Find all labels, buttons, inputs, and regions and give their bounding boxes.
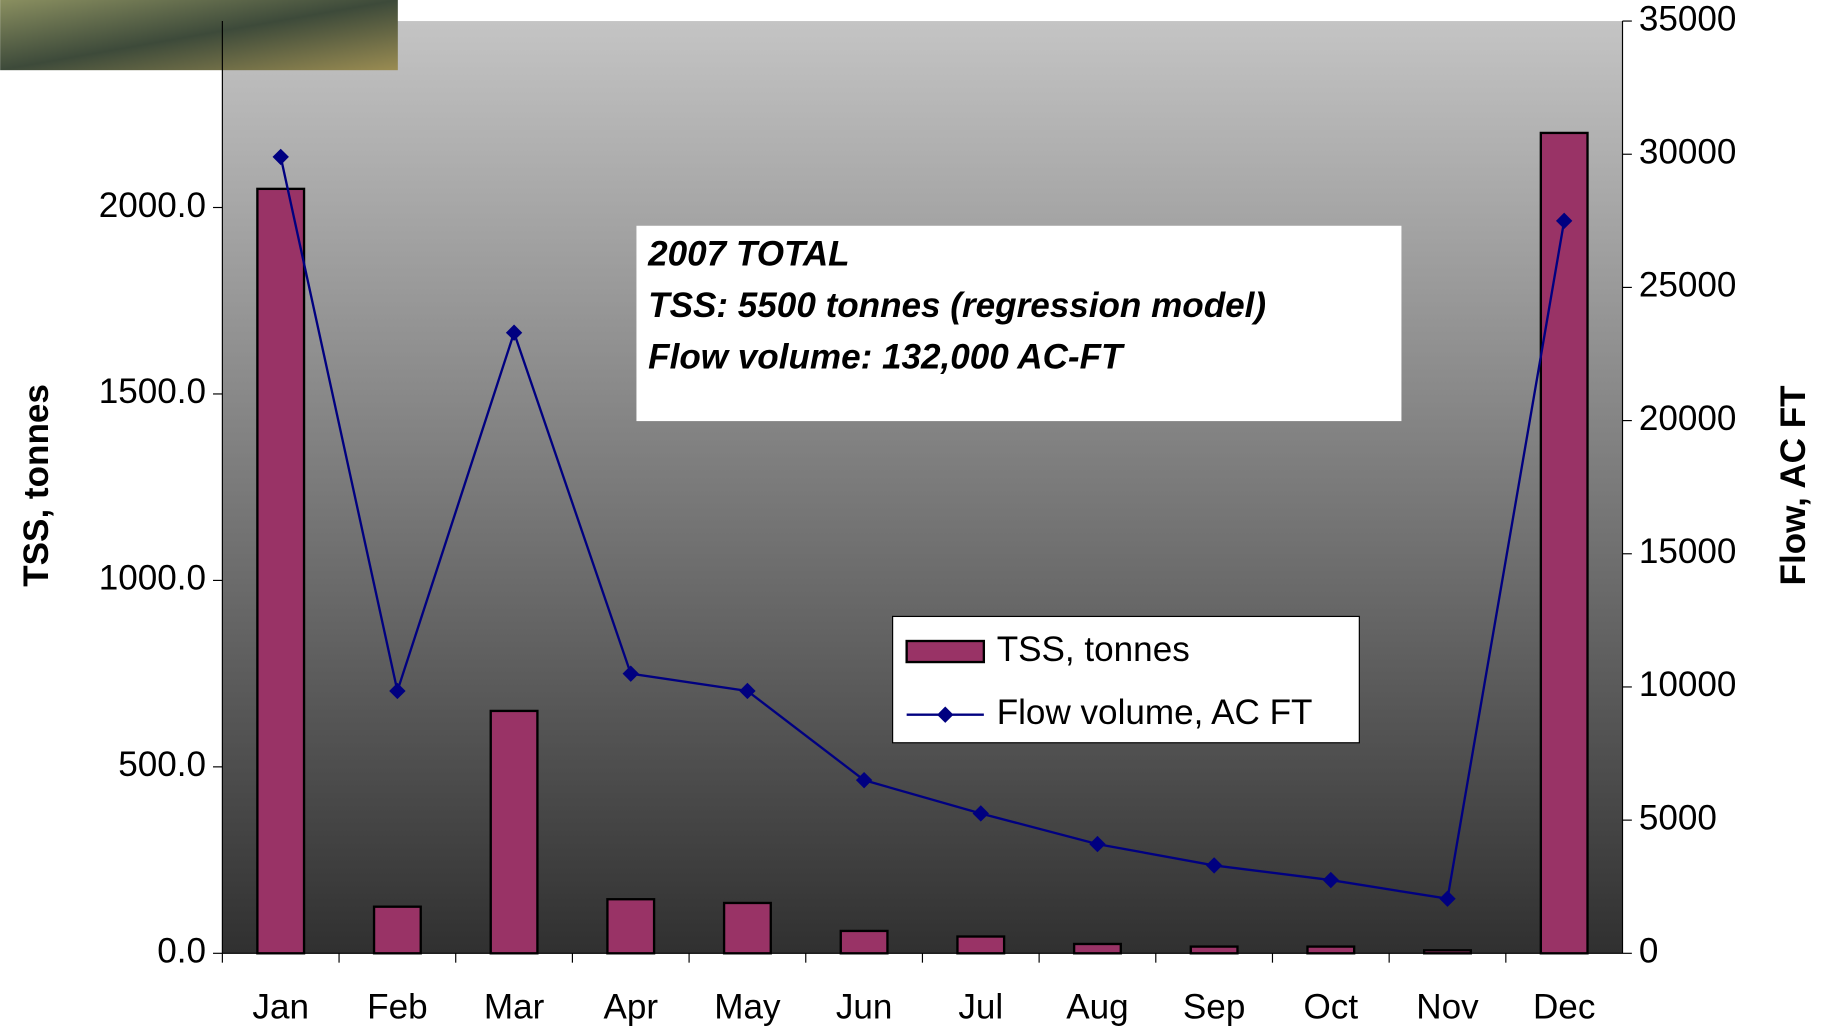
y2-tick-label: 30000 [1639, 132, 1737, 171]
bar [1074, 944, 1121, 953]
y-axis-title: TSS, tonnes [17, 384, 56, 587]
y2-tick-label: 20000 [1639, 399, 1737, 438]
bar [1307, 947, 1354, 954]
x-tick-label: Jan [252, 988, 309, 1027]
photo [0, 0, 398, 70]
y2-tick-label: 0 [1639, 932, 1659, 971]
y-tick-label: 1500.0 [99, 372, 206, 411]
x-tick-label: Dec [1533, 988, 1595, 1027]
bar [257, 189, 304, 953]
y-tick-label: 0.0 [157, 932, 206, 971]
y-tick-label: 2000.0 [99, 186, 206, 225]
y2-tick-label: 35000 [1639, 0, 1737, 38]
x-tick-label: Sep [1183, 988, 1245, 1027]
annotation-text: 2007 TOTAL [647, 234, 849, 273]
bar [607, 899, 654, 953]
bar [724, 903, 771, 953]
y2-tick-label: 10000 [1639, 665, 1737, 704]
bar [957, 937, 1004, 954]
y2-tick-label: 5000 [1639, 798, 1717, 837]
x-tick-label: Jun [836, 988, 893, 1027]
legend-label: TSS, tonnes [997, 630, 1190, 669]
x-tick-label: Apr [603, 988, 658, 1027]
x-tick-label: Feb [367, 988, 427, 1027]
x-tick-label: Jul [958, 988, 1003, 1027]
bar [1424, 950, 1471, 953]
bar [491, 711, 538, 953]
y-tick-label: 500.0 [118, 745, 206, 784]
legend-label: Flow volume, AC FT [997, 693, 1313, 732]
y-tick-label: 1000.0 [99, 559, 206, 598]
y2-tick-label: 25000 [1639, 266, 1737, 305]
x-tick-label: Mar [484, 988, 545, 1027]
bar [1541, 133, 1588, 953]
chart: TSS, tonnes Flow, AC FT 0.0 500.0 1000.0 15… [0, 0, 1825, 1027]
bar [841, 931, 888, 953]
y2-axis-title: Flow, AC FT [1774, 385, 1813, 586]
x-tick-label: Nov [1416, 988, 1479, 1027]
legend-swatch [907, 641, 984, 662]
plot-area [222, 21, 1622, 953]
bar [1191, 947, 1238, 954]
bar [374, 907, 421, 954]
x-tick-label: Aug [1066, 988, 1128, 1027]
x-tick-label: Oct [1304, 988, 1359, 1027]
page: TSS, tonnes Flow, AC FT 0.0 500.0 1000.0 15… [0, 0, 1825, 1027]
annotation-text: Flow volume: 132,000 AC-FT [648, 337, 1125, 376]
y2-tick-label: 15000 [1639, 532, 1737, 571]
x-tick-label: May [714, 988, 781, 1027]
annotation-text: TSS: 5500 tonnes (regression model) [648, 286, 1266, 325]
